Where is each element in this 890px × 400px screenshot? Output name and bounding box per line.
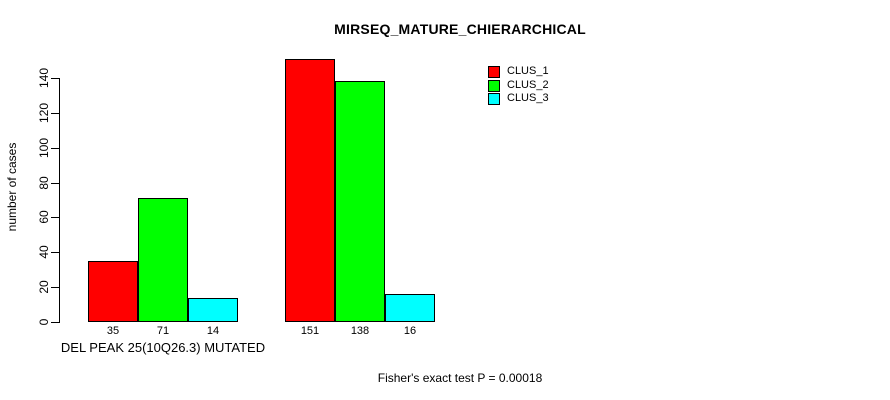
legend-swatch-clus_2	[488, 79, 500, 92]
bar-value-label: 16	[403, 325, 417, 337]
bar-clus_2-group1	[138, 198, 188, 322]
bar-value-label: 35	[106, 325, 120, 337]
bar-value-label: 71	[156, 325, 170, 337]
chart-title: MIRSEQ_MATURE_CHIERARCHICAL	[334, 21, 586, 37]
y-axis-tick	[51, 217, 59, 219]
y-axis-tick	[51, 182, 59, 184]
bar-value-label: 151	[300, 325, 320, 337]
y-axis-tick	[51, 322, 59, 323]
y-axis-tick	[51, 147, 59, 149]
bar-value-label: 138	[350, 325, 370, 337]
y-axis-tick-label: 100	[37, 137, 51, 158]
bar-clus_2-group2	[335, 81, 385, 322]
y-axis-tick-label: 0	[37, 318, 51, 326]
bar-clus_3-group2	[385, 294, 435, 322]
legend-label-clus_1: CLUS_1	[507, 65, 549, 77]
legend-swatch-clus_3	[488, 93, 500, 105]
y-axis-tick-label: 40	[37, 245, 51, 259]
y-axis-tick-label: 120	[37, 102, 51, 123]
legend-label-clus_2: CLUS_2	[507, 78, 549, 91]
y-axis-tick-label: 60	[37, 210, 51, 225]
y-axis-line	[59, 78, 60, 323]
bar-clus_3-group1	[188, 298, 238, 322]
y-axis-tick	[51, 78, 59, 79]
y-axis-tick	[51, 252, 59, 254]
y-axis-label: number of cases	[5, 142, 19, 232]
y-axis-tick-label: 140	[37, 67, 51, 89]
fisher-test-note: Fisher's exact test P = 0.00018	[377, 371, 543, 385]
x-group-label: DEL PEAK 25(10Q26.3) MUTATED	[60, 340, 266, 355]
bar-clus_1-group1	[88, 261, 138, 322]
legend-label-clus_3: CLUS_3	[507, 92, 549, 104]
y-axis-tick	[51, 112, 59, 114]
y-axis-tick	[51, 287, 59, 289]
legend-swatch-clus_1	[488, 66, 500, 78]
bar-value-label: 14	[206, 325, 220, 337]
bar-clus_1-group2	[285, 59, 335, 322]
y-axis-tick-label: 20	[37, 280, 51, 294]
y-axis-tick-label: 80	[37, 175, 51, 190]
